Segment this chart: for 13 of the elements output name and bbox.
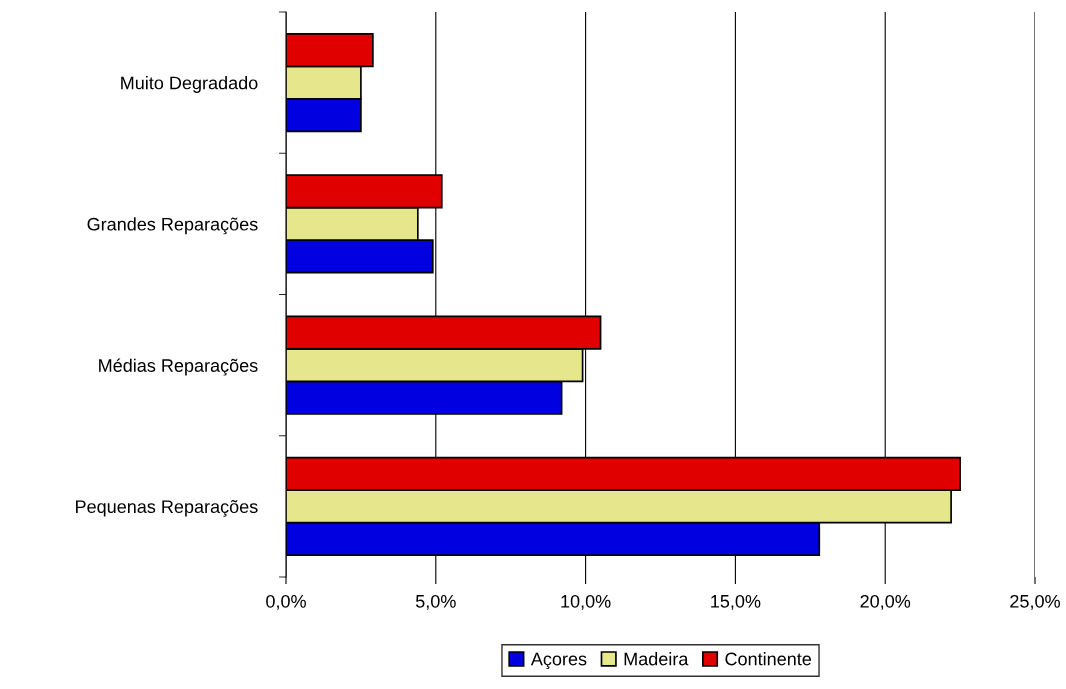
y-tick-label: Grandes Reparações — [87, 217, 258, 235]
y-tick-label: Pequenas Reparações — [76, 499, 258, 517]
x-tick-label: 25,0% — [1010, 594, 1060, 610]
x-tick-label: 15,0% — [711, 594, 761, 610]
x-tick-label: 20,0% — [860, 594, 911, 610]
y-tick-label: Muito Degradado — [121, 76, 258, 93]
legend-label: Continente — [725, 652, 812, 666]
legend-label: Madeira — [624, 652, 689, 666]
x-tick-label: 0,0% — [266, 594, 306, 610]
x-tick-label: 10,0% — [561, 594, 611, 610]
legend-label: Açores — [530, 652, 587, 670]
y-tick-label: Médias Reparações — [99, 358, 258, 376]
x-tick-label: 5,0% — [415, 594, 456, 610]
